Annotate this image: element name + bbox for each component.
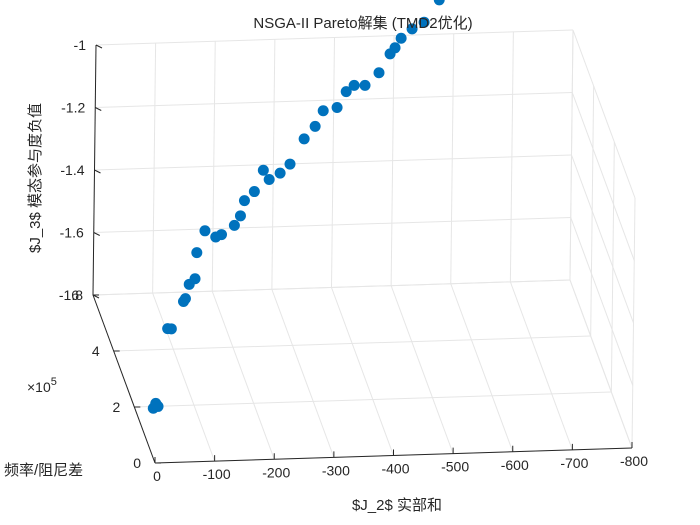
data-point xyxy=(433,0,445,6)
grid-line xyxy=(211,291,275,460)
x-tick-label: -500 xyxy=(441,459,469,475)
y-axis-label: 频率/阻尼差 xyxy=(4,462,83,479)
x-axis-label: $J_2$ 实部和 xyxy=(352,497,442,514)
x-tick-label: -800 xyxy=(620,453,648,469)
z-tick-label: -1.8 xyxy=(59,287,83,303)
data-point xyxy=(238,195,250,207)
x-tick-label: -700 xyxy=(560,455,588,471)
data-point xyxy=(406,23,418,35)
data-point xyxy=(191,247,203,259)
grid-line xyxy=(571,154,634,324)
y-axis-line xyxy=(92,294,156,464)
grid-line xyxy=(571,92,635,261)
z-tick-label: -1 xyxy=(74,37,87,53)
axes-layer xyxy=(92,44,633,464)
y-tick-label: 6 xyxy=(71,287,79,303)
grid-line xyxy=(390,285,454,454)
grid-layer xyxy=(92,29,636,464)
y-axis-exponent: ×105 xyxy=(27,376,57,395)
z-tick-mark xyxy=(94,169,101,174)
z-tick-mark xyxy=(95,44,103,49)
data-point xyxy=(389,42,401,54)
grid-line xyxy=(271,289,335,458)
data-point xyxy=(216,229,228,241)
tick-labels: 0 -100 -200 -300 -400 -500 -600 -700 -800 0 2 4 6 -1 -… xyxy=(59,37,648,484)
grid-line xyxy=(93,217,571,233)
x-tick-label: -600 xyxy=(501,457,529,473)
y-tick-label: 2 xyxy=(113,399,121,415)
data-point xyxy=(257,164,269,176)
grid-line xyxy=(152,292,216,462)
data-points xyxy=(147,0,445,414)
grid-line xyxy=(570,217,634,386)
data-point xyxy=(373,67,385,79)
grid-line xyxy=(113,335,591,352)
x-tick-label: -300 xyxy=(322,462,350,478)
grid-line xyxy=(569,279,633,449)
z-axis-label: $J_3$ 模态参与度负值 xyxy=(27,103,44,253)
y-tick-label: 4 xyxy=(92,343,100,359)
data-point xyxy=(150,397,162,409)
data-point xyxy=(348,79,360,91)
data-point xyxy=(331,102,343,114)
x-tick-label: 0 xyxy=(153,468,161,484)
data-point xyxy=(199,225,211,237)
data-point xyxy=(189,273,201,285)
data-point xyxy=(317,105,329,117)
z-tick-mark xyxy=(92,294,100,299)
y-tick-label: 0 xyxy=(133,455,141,471)
z-tick-mark xyxy=(93,232,100,236)
x-tick-label: -100 xyxy=(203,466,231,482)
x-tick-label: -400 xyxy=(381,461,409,477)
data-point xyxy=(165,323,177,335)
grid-line xyxy=(134,391,612,408)
x-tick-label: -200 xyxy=(262,464,290,480)
data-point xyxy=(248,186,260,198)
data-point xyxy=(284,158,296,170)
grid-line xyxy=(450,283,514,452)
z-tick-mark xyxy=(95,107,102,111)
data-point xyxy=(340,86,352,98)
grid-line xyxy=(92,279,571,296)
data-point xyxy=(418,16,430,28)
grid-line xyxy=(95,92,573,108)
data-point xyxy=(179,293,191,305)
grid-line xyxy=(95,29,574,46)
data-point xyxy=(274,167,286,179)
data-point xyxy=(298,133,310,145)
grid-line xyxy=(509,281,573,451)
chart-title: NSGA-II Pareto解集 (TMD2优化) xyxy=(253,15,472,32)
data-point xyxy=(234,210,246,222)
grid-line xyxy=(331,287,394,456)
z-tick-label: -1.2 xyxy=(61,100,85,116)
data-point xyxy=(395,32,407,44)
data-point xyxy=(228,219,240,231)
data-point xyxy=(309,120,321,132)
grid-line xyxy=(572,29,636,199)
data-point xyxy=(263,173,275,185)
z-tick-label: -1.4 xyxy=(60,162,84,178)
data-point xyxy=(359,79,371,91)
z-tick-label: -1.6 xyxy=(60,225,84,241)
grid-line xyxy=(94,154,572,171)
